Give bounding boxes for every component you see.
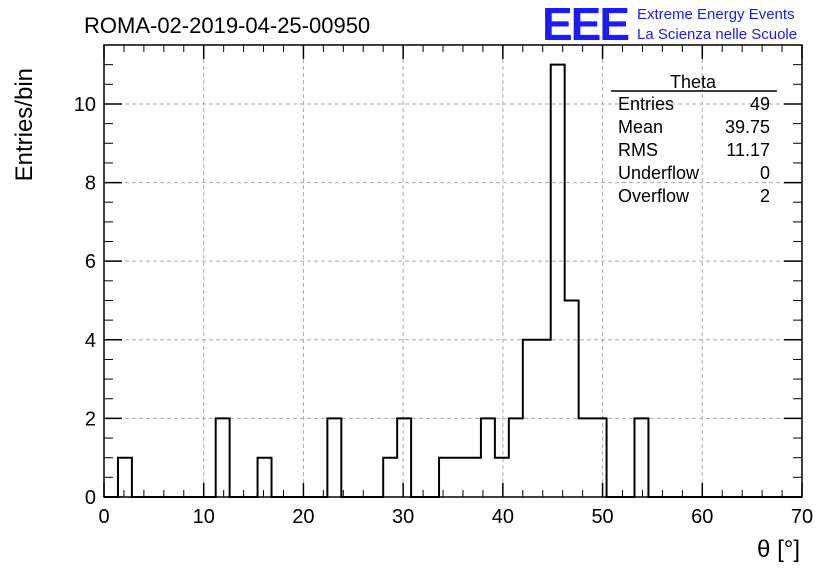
logo-subtitle-1: Extreme Energy Events [637, 6, 795, 23]
stats-label: RMS [618, 140, 658, 160]
y-tick-label: 10 [74, 94, 96, 116]
y-tick-label: 4 [85, 330, 96, 352]
stats-value: 11.17 [726, 140, 770, 160]
y-tick-label: 0 [85, 487, 96, 509]
stats-label: Mean [618, 117, 663, 137]
stats-box: Theta Entries 49 Mean 39.75 RMS 11.17 Underflo… [611, 72, 777, 206]
y-tick-label: 6 [85, 251, 96, 273]
histogram-outline [104, 63, 802, 498]
x-tick-label: 30 [392, 506, 414, 528]
x-tick-label: 50 [591, 506, 613, 528]
x-axis-title: θ [°] [757, 536, 800, 563]
axis-ticks [103, 45, 803, 498]
eee-logo: EEE [542, 0, 628, 50]
x-tick-label: 40 [492, 506, 514, 528]
stats-value: 39.75 [725, 117, 770, 137]
stats-label: Entries [618, 94, 674, 114]
grid-lines [104, 45, 802, 497]
stats-label: Underflow [618, 163, 700, 183]
y-tick-label: 2 [85, 408, 96, 430]
y-tick-label: 8 [85, 173, 96, 195]
x-tick-label: 70 [791, 506, 813, 528]
stats-title: Theta [670, 72, 717, 92]
y-axis-title: Entries/bin [11, 68, 38, 181]
x-tick-label: 60 [691, 506, 713, 528]
stats-value: 2 [760, 186, 770, 206]
run-title: ROMA-02-2019-04-25-00950 [84, 13, 370, 38]
x-tick-label: 20 [292, 506, 314, 528]
plot-frame [103, 44, 803, 498]
logo-subtitle-2: La Scienza nelle Scuole [637, 26, 797, 43]
stats-label: Overflow [618, 186, 690, 206]
x-tick-label: 0 [98, 506, 109, 528]
stats-value: 0 [760, 163, 770, 183]
stats-value: 49 [750, 94, 770, 114]
x-tick-label: 10 [193, 506, 215, 528]
